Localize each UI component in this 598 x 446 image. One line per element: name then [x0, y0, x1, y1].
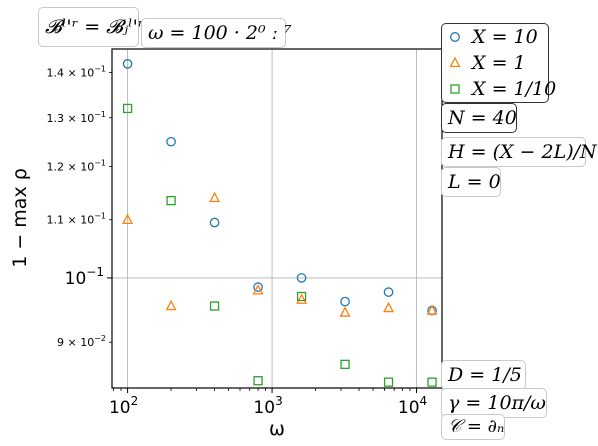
y-tick-label: 10−1 [65, 265, 104, 289]
data-point-triangle [122, 213, 134, 224]
circle-marker-icon [450, 32, 460, 42]
grid-lines [112, 49, 442, 388]
l-parameter-box: L = 0 [441, 167, 501, 197]
square-marker-icon [450, 84, 460, 94]
x-axis-label: ω [269, 418, 285, 440]
data-points [122, 59, 438, 387]
data-point-circle [340, 296, 350, 307]
data-point-triangle [383, 301, 395, 313]
data-point-square [383, 377, 394, 387]
x-tick-label: 104 [398, 394, 427, 418]
data-point-square [209, 301, 220, 311]
data-point-square [122, 103, 133, 114]
y-tick-label: 1.1 × 10−1 [47, 212, 107, 227]
x-tick-label: 102 [109, 394, 138, 418]
data-point-circle [122, 59, 133, 69]
data-point-triangle [165, 299, 177, 311]
plot-frame [111, 48, 443, 389]
legend-entry-x10: X = 10 [442, 25, 548, 49]
x-tick-label: 103 [253, 394, 282, 418]
d-parameter-box: D = 1/5 [441, 360, 526, 390]
y-tick-label: 1.4 × 10−1 [47, 65, 107, 80]
omega-definition-box: ω = 100 · 2⁰ ː ⁷ [141, 18, 292, 48]
data-point-triangle [252, 284, 264, 295]
data-point-triangle [426, 304, 438, 315]
data-point-square [253, 376, 263, 386]
data-point-triangle [209, 191, 221, 203]
c-parameter-box: 𝒞 = ∂ₙ [441, 414, 505, 440]
boundary-condition-box: 𝓑ˡ'ʳ = 𝓑ⱼˡ'ʳ [38, 7, 144, 47]
data-point-square [427, 377, 437, 387]
y-axis-label: 1 − max ρ [9, 168, 31, 268]
legend-label: X = 1 [472, 52, 526, 74]
y-tick-label: 9 × 10−2 [57, 334, 106, 349]
legend-entry-x1-10: X = 1/10 [442, 77, 556, 101]
data-point-circle [166, 136, 176, 147]
legend-label: X = 10 [472, 26, 538, 48]
y-tick-label: 1.2 × 10−1 [47, 159, 107, 174]
data-point-square [340, 359, 350, 369]
data-point-square [296, 291, 307, 302]
data-point-circle [253, 282, 263, 292]
legend-entry-x1: X = 1 [442, 51, 548, 75]
y-tick-label: 1.3 × 10−1 [47, 110, 107, 125]
h-parameter-box: H = (X − 2L)/N [441, 137, 597, 167]
data-point-square [166, 195, 176, 206]
legend-label: X = 1/10 [472, 78, 557, 100]
data-point-circle [383, 287, 394, 297]
n-parameter-box: N = 40 [441, 103, 517, 133]
axis-ticks: 102 103 104 9 × 10−2 10−1 1.1 × 10−1 1.2 × 10−… [47, 65, 428, 418]
data-point-triangle [339, 306, 351, 317]
triangle-marker-icon [449, 56, 461, 68]
legend: X = 10 X = 1 X = 1/10 [441, 23, 556, 103]
data-point-circle [209, 217, 220, 228]
data-point-circle [296, 273, 307, 283]
data-point-triangle [296, 293, 308, 304]
